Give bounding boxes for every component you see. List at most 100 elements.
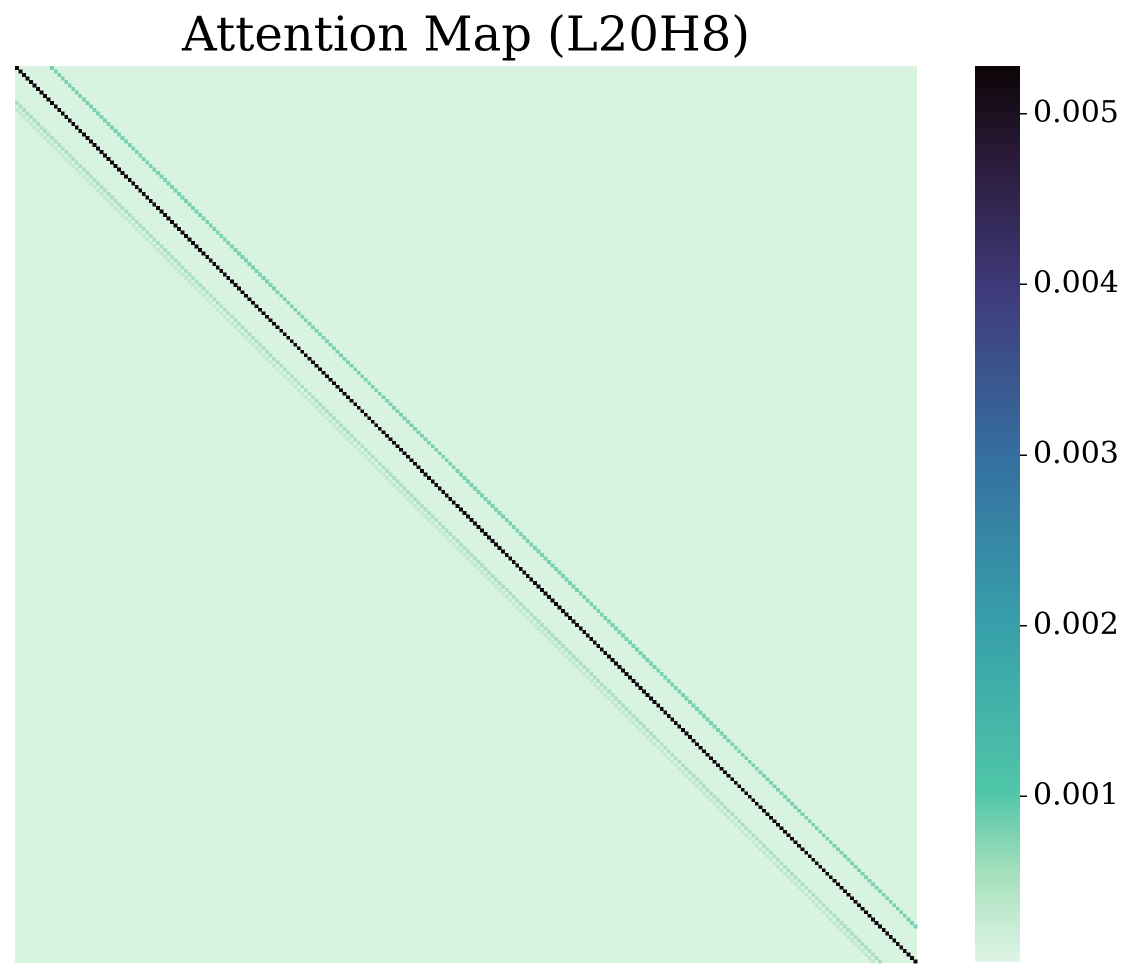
heatmap-cell <box>451 535 456 540</box>
heatmap-cell <box>240 325 245 330</box>
heatmap-cell <box>483 574 488 578</box>
heatmap-cell <box>786 798 791 803</box>
heatmap-cell <box>857 903 861 908</box>
heatmap-cell <box>726 738 731 743</box>
heatmap-cell <box>353 367 358 372</box>
heatmap-cell <box>539 553 544 557</box>
heatmap-cell <box>339 430 343 435</box>
heatmap-cell <box>138 230 143 235</box>
heatmap-cell <box>268 353 273 358</box>
heatmap-cell <box>360 374 365 379</box>
heatmap-cell <box>698 780 703 785</box>
heatmap-cell <box>282 297 287 302</box>
heatmap-cell <box>71 87 76 91</box>
heatmap-cell <box>695 742 699 747</box>
heatmap-cell <box>261 346 266 351</box>
heatmap-cell <box>740 752 745 757</box>
heatmap-cell <box>455 503 460 508</box>
heatmap-cell <box>124 209 129 214</box>
heatmap-cell <box>776 787 780 792</box>
heatmap-cell <box>480 570 484 575</box>
heatmap-cell <box>395 444 400 449</box>
heatmap-cell <box>430 479 435 484</box>
heatmap-cell <box>621 633 625 638</box>
heatmap-cell <box>712 724 717 729</box>
heatmap-cell <box>325 409 329 414</box>
heatmap-cell <box>680 728 685 733</box>
heatmap-cell <box>272 363 277 368</box>
heatmap-cell <box>134 150 139 154</box>
heatmap-cell <box>367 458 372 463</box>
heatmap-cell <box>554 602 558 606</box>
heatmap-cell <box>374 423 379 428</box>
heatmap-cell <box>85 171 90 175</box>
heatmap-cell <box>758 847 763 852</box>
heatmap-cell <box>670 717 675 722</box>
heatmap-cell <box>761 808 766 813</box>
heatmap-cell <box>43 129 48 133</box>
heatmap-cell <box>22 108 26 112</box>
heatmap-cell <box>71 164 76 168</box>
heatmap-cell <box>617 630 622 634</box>
heatmap-cell <box>659 749 664 754</box>
heatmap-cell <box>853 941 858 946</box>
heatmap-cell <box>258 272 262 277</box>
heatmap-cell <box>226 318 231 323</box>
heatmap-cell <box>166 216 171 221</box>
heatmap-cell <box>180 265 185 270</box>
heatmap-cell <box>666 679 671 683</box>
heatmap-cell <box>740 829 745 834</box>
heatmap-cell <box>772 854 777 859</box>
heatmap-cell <box>303 395 308 400</box>
heatmap-cell <box>684 773 689 778</box>
heatmap-cell <box>765 847 770 852</box>
heatmap-cell <box>617 700 622 705</box>
heatmap-cell <box>430 514 435 519</box>
heatmap-cell <box>839 885 844 890</box>
heatmap-cell <box>761 850 766 855</box>
heatmap-cell <box>60 146 65 151</box>
heatmap-cell <box>99 150 104 154</box>
heatmap-cell <box>487 535 491 540</box>
heatmap-cell <box>747 829 752 834</box>
heatmap-cell <box>117 209 122 214</box>
heatmap-cell <box>631 679 636 683</box>
heatmap-cell <box>663 745 668 750</box>
heatmap-cell <box>652 742 657 747</box>
heatmap-cell <box>779 861 784 866</box>
heatmap-cell <box>166 251 171 256</box>
heatmap-cell <box>124 216 129 221</box>
heatmap-cell <box>902 913 907 918</box>
heatmap-cell <box>455 546 460 550</box>
heatmap-cell <box>716 728 720 733</box>
heatmap-cell <box>878 924 883 929</box>
heatmap-cell <box>645 693 650 698</box>
heatmap-cell <box>497 581 502 585</box>
heatmap-cell <box>635 682 639 687</box>
heatmap-cell <box>307 356 312 361</box>
heatmap-cell <box>726 808 731 813</box>
heatmap-cell <box>698 745 703 750</box>
heatmap-cell <box>367 416 372 421</box>
heatmap-cell <box>490 539 495 543</box>
heatmap-cell <box>508 591 513 596</box>
heatmap-cell <box>800 812 805 817</box>
heatmap-cell <box>455 468 460 473</box>
heatmap-cell <box>761 843 766 848</box>
heatmap-cell <box>251 342 255 347</box>
heatmap-cell <box>723 770 728 775</box>
heatmap-cell <box>786 875 791 880</box>
heatmap-cell <box>575 588 580 592</box>
heatmap-cell <box>719 801 724 806</box>
heatmap-cell <box>888 899 893 904</box>
heatmap-cell <box>159 209 164 214</box>
heatmap-cell <box>621 668 625 673</box>
colorbar-tick-label: 0.001 <box>1033 777 1119 812</box>
heatmap-cell <box>539 623 544 627</box>
heatmap-cell <box>501 584 506 589</box>
heatmap-cell <box>539 630 544 634</box>
heatmap-cell <box>141 192 146 196</box>
heatmap-cell <box>857 938 861 943</box>
heatmap-cell <box>649 731 654 736</box>
heatmap-cell <box>437 521 442 526</box>
